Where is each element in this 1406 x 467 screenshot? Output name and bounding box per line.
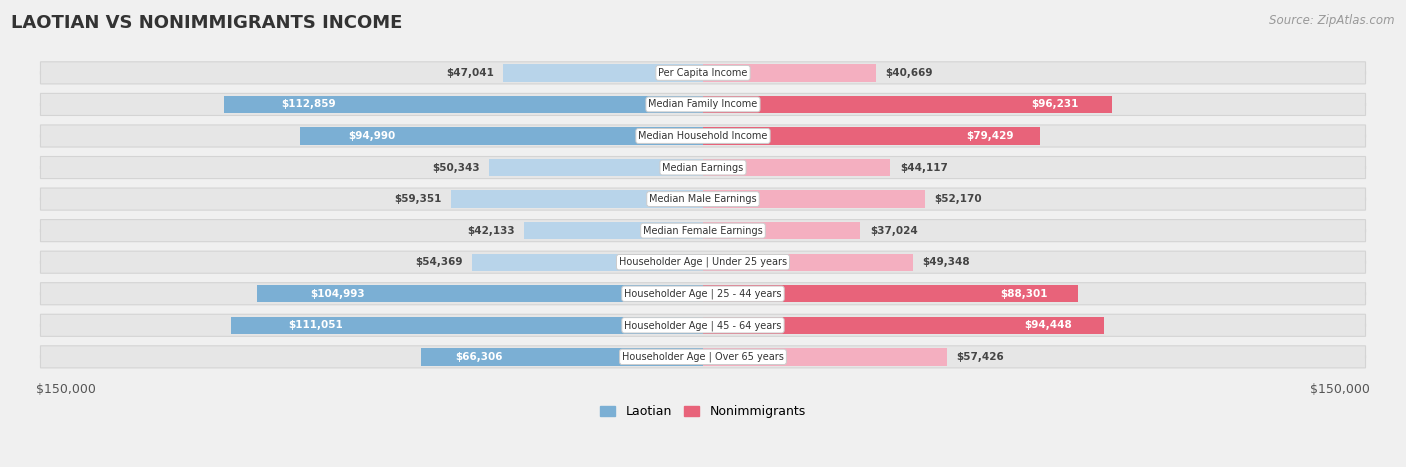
Text: $104,993: $104,993: [311, 289, 366, 299]
Bar: [232, 317, 703, 334]
Text: $42,133: $42,133: [467, 226, 515, 236]
Bar: [703, 317, 1104, 334]
FancyBboxPatch shape: [41, 346, 1365, 368]
Text: Householder Age | Under 25 years: Householder Age | Under 25 years: [619, 257, 787, 268]
Bar: [703, 222, 860, 239]
FancyBboxPatch shape: [41, 219, 1365, 242]
Text: $96,231: $96,231: [1032, 99, 1078, 109]
Bar: [489, 159, 703, 176]
FancyBboxPatch shape: [41, 188, 1365, 210]
FancyBboxPatch shape: [41, 283, 1365, 305]
Bar: [299, 127, 703, 145]
Bar: [257, 285, 703, 303]
Legend: Laotian, Nonimmigrants: Laotian, Nonimmigrants: [595, 400, 811, 423]
FancyBboxPatch shape: [41, 93, 1365, 115]
Text: Median Earnings: Median Earnings: [662, 163, 744, 172]
Text: Median Male Earnings: Median Male Earnings: [650, 194, 756, 204]
Text: Per Capita Income: Per Capita Income: [658, 68, 748, 78]
Bar: [472, 254, 703, 271]
Text: $44,117: $44,117: [900, 163, 948, 172]
FancyBboxPatch shape: [41, 156, 1365, 178]
Text: $49,348: $49,348: [922, 257, 970, 267]
Text: $59,351: $59,351: [394, 194, 441, 204]
Text: LAOTIAN VS NONIMMIGRANTS INCOME: LAOTIAN VS NONIMMIGRANTS INCOME: [11, 14, 402, 32]
Text: $66,306: $66,306: [456, 352, 503, 362]
Text: Householder Age | 25 - 44 years: Householder Age | 25 - 44 years: [624, 289, 782, 299]
FancyBboxPatch shape: [41, 62, 1365, 84]
Text: Householder Age | Over 65 years: Householder Age | Over 65 years: [621, 352, 785, 362]
Bar: [451, 191, 703, 208]
Text: $40,669: $40,669: [886, 68, 932, 78]
Text: Median Female Earnings: Median Female Earnings: [643, 226, 763, 236]
FancyBboxPatch shape: [41, 125, 1365, 147]
Text: $111,051: $111,051: [288, 320, 343, 330]
Text: Median Family Income: Median Family Income: [648, 99, 758, 109]
Text: $94,448: $94,448: [1025, 320, 1071, 330]
Bar: [703, 96, 1112, 113]
Text: $112,859: $112,859: [281, 99, 336, 109]
Bar: [224, 96, 703, 113]
Text: $54,369: $54,369: [415, 257, 463, 267]
Text: Source: ZipAtlas.com: Source: ZipAtlas.com: [1270, 14, 1395, 27]
Bar: [703, 348, 946, 366]
Bar: [703, 191, 925, 208]
Text: $50,343: $50,343: [432, 163, 479, 172]
Text: Median Household Income: Median Household Income: [638, 131, 768, 141]
FancyBboxPatch shape: [41, 314, 1365, 336]
Bar: [422, 348, 703, 366]
Bar: [503, 64, 703, 82]
FancyBboxPatch shape: [41, 251, 1365, 273]
Bar: [703, 254, 912, 271]
Text: $88,301: $88,301: [1001, 289, 1047, 299]
Text: $94,990: $94,990: [349, 131, 395, 141]
Text: $37,024: $37,024: [870, 226, 918, 236]
Text: Householder Age | 45 - 64 years: Householder Age | 45 - 64 years: [624, 320, 782, 331]
Text: $52,170: $52,170: [934, 194, 981, 204]
Bar: [703, 64, 876, 82]
Bar: [703, 159, 890, 176]
Text: $47,041: $47,041: [446, 68, 494, 78]
Text: $57,426: $57,426: [956, 352, 1004, 362]
Bar: [703, 285, 1078, 303]
Text: $79,429: $79,429: [966, 131, 1014, 141]
Bar: [703, 127, 1040, 145]
Bar: [524, 222, 703, 239]
